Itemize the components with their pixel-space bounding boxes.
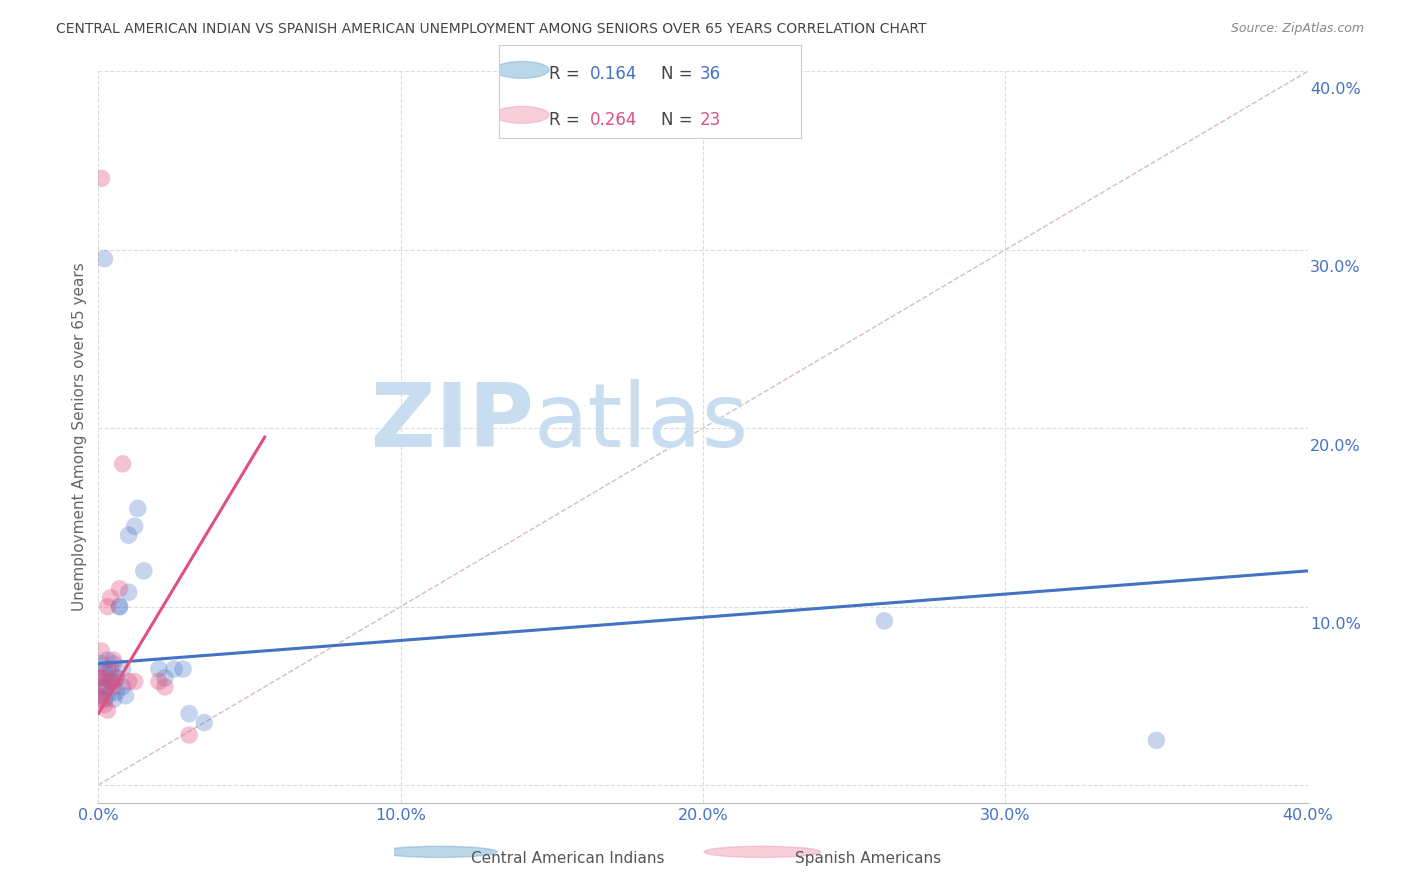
Text: 36: 36 [700,65,721,83]
Point [90,171,112,186]
Point [90,692,112,706]
Point [96,689,118,703]
Point [118,674,141,689]
Text: 10.0%: 10.0% [1310,617,1361,632]
Point [111,680,134,694]
Point [100,662,122,676]
Point [163,662,186,676]
Text: atlas: atlas [534,379,749,466]
Circle shape [704,847,821,857]
Point [96,703,118,717]
Text: CENTRAL AMERICAN INDIAN VS SPANISH AMERICAN UNEMPLOYMENT AMONG SENIORS OVER 65 Y: CENTRAL AMERICAN INDIAN VS SPANISH AMERI… [56,22,927,37]
Text: R =: R = [548,111,585,129]
Point [96,662,118,676]
Point [93,692,115,706]
Point [108,582,131,596]
Point [177,728,201,742]
Point [124,519,146,533]
Point [172,662,194,676]
Point [177,706,201,721]
Text: N =: N = [661,65,697,83]
Text: 40.0%: 40.0% [1310,82,1361,96]
Text: 23: 23 [700,111,721,129]
Point [132,564,155,578]
Point [105,671,128,685]
Point [87,671,110,685]
Point [193,715,215,730]
Point [108,599,131,614]
Point [96,653,118,667]
Point [873,614,896,628]
Point [96,671,118,685]
Text: Source: ZipAtlas.com: Source: ZipAtlas.com [1230,22,1364,36]
Point [108,599,131,614]
Text: N =: N = [661,111,697,129]
Point [111,662,134,676]
Point [93,698,115,712]
Point [111,457,134,471]
Text: Central American Indians: Central American Indians [471,851,665,865]
Point [96,599,118,614]
Circle shape [381,847,498,857]
Point [93,252,115,266]
Text: ZIP: ZIP [371,379,534,466]
Point [90,680,112,694]
Point [93,662,115,676]
Circle shape [495,62,548,78]
Point [103,653,125,667]
Point [118,585,141,599]
Point [103,674,125,689]
Text: Spanish Americans: Spanish Americans [794,851,941,865]
Text: 20.0%: 20.0% [1310,439,1361,453]
Point [93,680,115,694]
Point [87,689,110,703]
Y-axis label: Unemployment Among Seniors over 65 years: Unemployment Among Seniors over 65 years [72,263,87,611]
Point [93,680,115,694]
Point [148,674,170,689]
Text: 30.0%: 30.0% [1310,260,1361,275]
Point [100,674,122,689]
Point [100,591,122,605]
Point [90,671,112,685]
Point [153,680,176,694]
Point [90,644,112,658]
Point [90,657,112,671]
Point [114,689,136,703]
Text: 0.264: 0.264 [591,111,637,129]
Point [127,501,149,516]
Point [118,528,141,542]
Point [105,671,128,685]
Circle shape [495,106,548,123]
Point [87,689,110,703]
Point [153,671,176,685]
Point [103,692,125,706]
Point [103,680,125,694]
Text: 0.164: 0.164 [591,65,637,83]
Point [1144,733,1167,747]
Point [105,685,128,699]
Point [148,662,170,676]
Point [103,657,125,671]
Point [90,671,112,685]
Point [100,674,122,689]
Point [124,674,146,689]
Text: R =: R = [548,65,585,83]
